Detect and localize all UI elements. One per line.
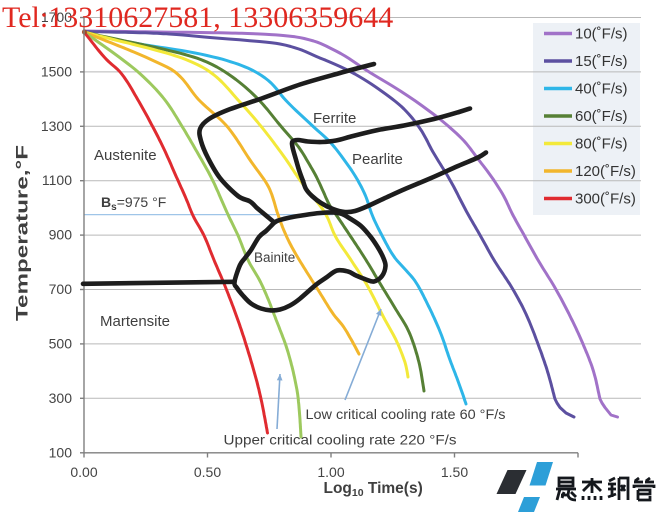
svg-text:10(˚F/s): 10(˚F/s) <box>575 26 628 43</box>
svg-text:300(˚F/s): 300(˚F/s) <box>575 191 636 208</box>
svg-text:40(˚F/s): 40(˚F/s) <box>575 81 628 98</box>
svg-text:1300: 1300 <box>41 118 72 134</box>
svg-text:Bs=975 °F: Bs=975 °F <box>101 194 166 213</box>
svg-text:700: 700 <box>49 281 73 297</box>
svg-text:Tel:13310627581, 13306359644: Tel:13310627581, 13306359644 <box>2 1 393 34</box>
svg-text:100: 100 <box>49 444 73 460</box>
svg-text:Austenite: Austenite <box>94 147 157 164</box>
svg-text:1.00: 1.00 <box>317 464 344 480</box>
svg-text:Log10 Time(s): Log10 Time(s) <box>324 480 423 499</box>
svg-text:Ferrite: Ferrite <box>313 110 356 127</box>
svg-text:Temperature,°F: Temperature,°F <box>13 145 32 321</box>
svg-text:60(˚F/s): 60(˚F/s) <box>575 108 628 125</box>
svg-text:1100: 1100 <box>42 172 72 188</box>
svg-text:Martensite: Martensite <box>100 313 170 330</box>
svg-text:500: 500 <box>49 335 73 351</box>
svg-text:0.00: 0.00 <box>70 464 97 480</box>
svg-text:Pearlite: Pearlite <box>352 151 403 168</box>
svg-text:1.50: 1.50 <box>441 464 468 480</box>
svg-text:80(˚F/s): 80(˚F/s) <box>575 136 628 153</box>
svg-text:1500: 1500 <box>41 63 72 79</box>
svg-text:15(˚F/s): 15(˚F/s) <box>575 53 628 70</box>
svg-text:120(˚F/s): 120(˚F/s) <box>575 163 636 180</box>
svg-text:0.50: 0.50 <box>194 464 221 480</box>
svg-text:300: 300 <box>49 390 73 406</box>
svg-text:Low critical cooling rate 60 °: Low critical cooling rate 60 °F/s <box>306 407 506 422</box>
svg-text:Upper critical cooling rate 22: Upper critical cooling rate 220 °F/s <box>224 433 457 448</box>
svg-text:Bainite: Bainite <box>254 250 295 265</box>
svg-text:900: 900 <box>49 227 73 243</box>
svg-text:1700: 1700 <box>41 9 72 25</box>
